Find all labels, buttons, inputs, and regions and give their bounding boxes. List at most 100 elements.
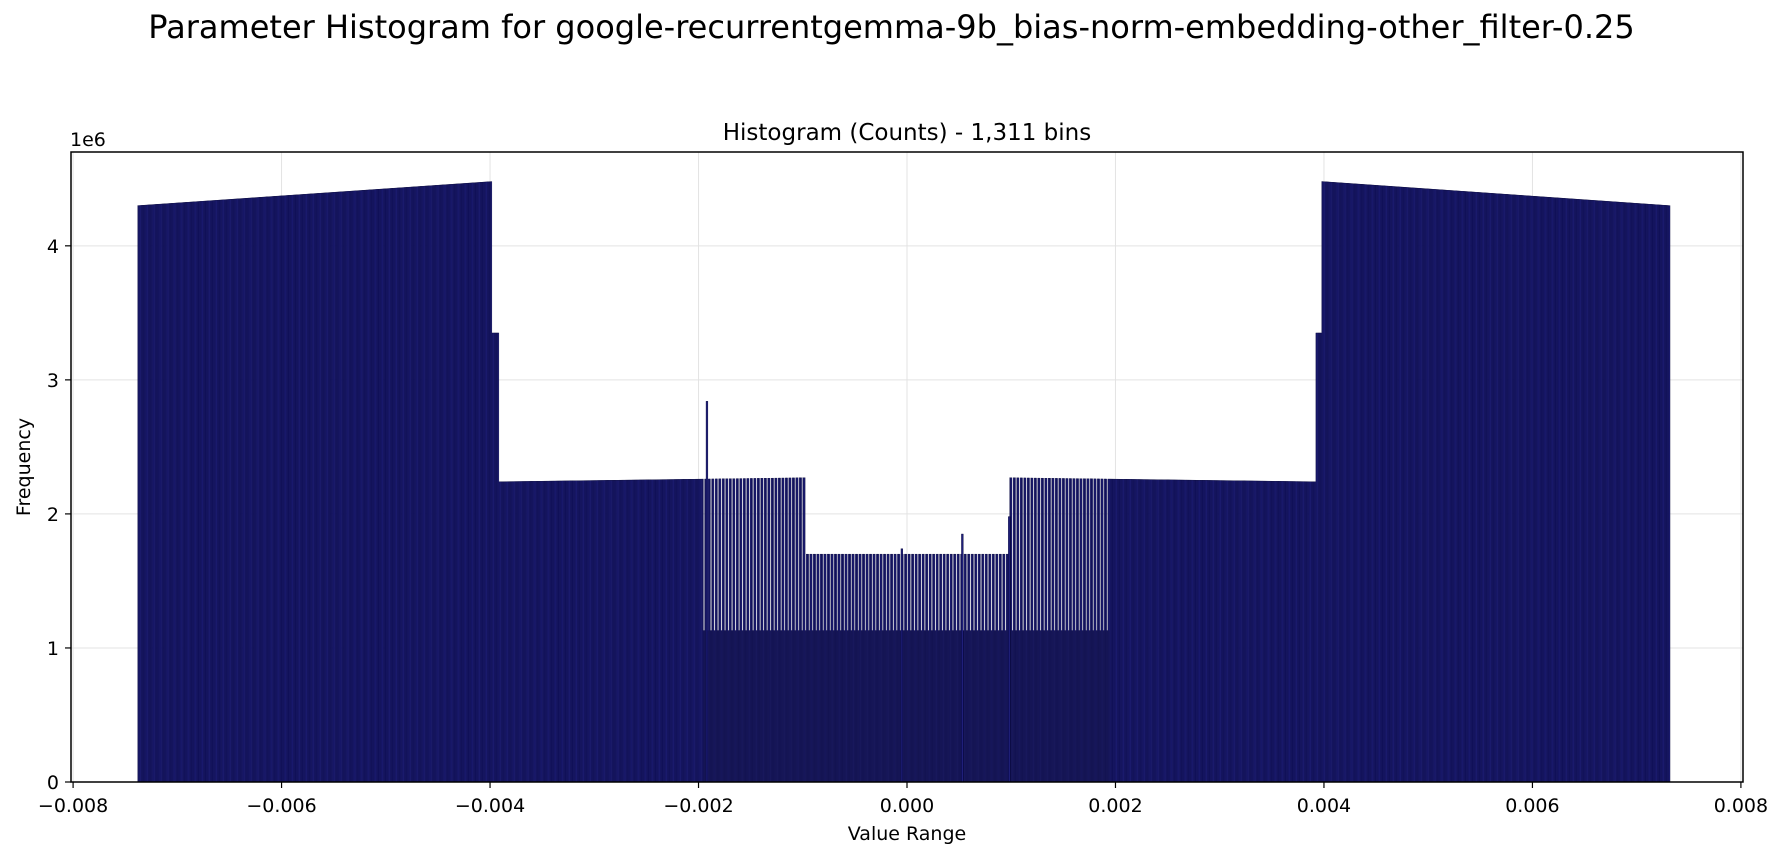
histogram-bar — [221, 199, 224, 783]
histogram-bar — [1171, 479, 1174, 783]
histogram-bar — [1660, 204, 1663, 783]
histogram-bar — [1164, 479, 1167, 783]
histogram-bar — [657, 479, 660, 783]
histogram-bar — [1507, 194, 1509, 783]
histogram-bar — [1369, 184, 1371, 783]
histogram-bar — [1589, 199, 1591, 783]
histogram-bar — [160, 203, 163, 783]
histogram-bar — [699, 478, 702, 783]
histogram-bar — [1440, 189, 1443, 783]
histogram-bar — [519, 481, 522, 783]
histogram-bar — [385, 188, 387, 783]
histogram-bar — [1522, 195, 1525, 783]
histogram-bar — [325, 192, 328, 783]
histogram-bar — [215, 200, 218, 783]
histogram-bar — [165, 203, 168, 783]
histogram-bar — [1654, 204, 1657, 783]
histogram-bar — [252, 197, 254, 783]
histogram-bar — [1318, 332, 1320, 783]
histogram-bar — [568, 480, 571, 783]
histogram-bar — [582, 480, 585, 783]
histogram-bar — [170, 203, 172, 783]
histogram-bar — [1277, 481, 1279, 783]
histogram-bar — [690, 479, 692, 783]
histogram-bar — [1176, 479, 1179, 783]
histogram-bar — [1582, 199, 1584, 783]
y-tick-label: 3 — [47, 370, 59, 392]
histogram-bar — [1473, 191, 1476, 783]
histogram-bar — [1458, 190, 1460, 783]
histogram-bar — [297, 194, 300, 783]
histogram-bar — [1489, 193, 1492, 783]
histogram-bar — [1146, 479, 1148, 783]
histogram-bar — [1208, 480, 1210, 783]
histogram-bar — [1354, 183, 1356, 783]
histogram-bar — [1481, 192, 1484, 783]
histogram-bar — [193, 201, 196, 783]
histogram-bar — [471, 182, 474, 783]
histogram-bar — [1412, 187, 1415, 783]
histogram-bar — [423, 185, 426, 783]
histogram-bar — [322, 192, 324, 783]
histogram-bar — [1549, 197, 1551, 783]
histogram-bar — [1216, 480, 1218, 783]
histogram-bar — [1244, 480, 1246, 783]
histogram-bar — [663, 479, 666, 783]
histogram-bar — [406, 187, 408, 783]
histogram-bar — [1545, 196, 1548, 783]
histogram-bars — [137, 181, 1671, 783]
histogram-bar — [1567, 198, 1569, 783]
histogram-bar — [339, 191, 342, 783]
histogram-bar — [1287, 481, 1290, 783]
histogram-bar — [1432, 189, 1435, 783]
histogram-bar — [1628, 202, 1631, 783]
histogram-bar — [484, 181, 487, 783]
histogram-bar — [447, 184, 449, 783]
histogram-bar — [416, 186, 419, 783]
histogram-bar — [261, 196, 263, 783]
histogram-bar — [1544, 196, 1547, 783]
histogram-bar — [534, 481, 537, 783]
histogram-bar — [1524, 195, 1527, 783]
histogram-bar — [1235, 480, 1237, 783]
histogram-bar — [259, 197, 261, 783]
histogram-bar — [1298, 481, 1300, 783]
histogram-bar — [1221, 480, 1223, 783]
histogram-bar — [620, 479, 622, 783]
histogram-bar — [236, 198, 239, 783]
histogram-bar — [199, 201, 202, 783]
histogram-bar — [205, 200, 207, 783]
histogram-bar — [1136, 479, 1139, 783]
histogram-bar — [1517, 194, 1520, 783]
histogram-bar — [650, 479, 653, 783]
histogram-bar — [1512, 194, 1514, 783]
x-tick-label: 0.000 — [880, 795, 934, 817]
histogram-bar — [240, 198, 242, 783]
histogram-bar — [1641, 203, 1644, 783]
histogram-bar — [158, 203, 161, 783]
histogram-bar — [1555, 197, 1557, 783]
histogram-bar — [448, 184, 450, 783]
histogram-bar — [485, 181, 488, 783]
histogram-bar — [185, 202, 187, 783]
histogram-bar — [1392, 186, 1395, 783]
histogram-bar — [379, 188, 382, 783]
histogram-bar — [1205, 480, 1208, 783]
histogram-bar — [1417, 187, 1419, 783]
histogram-bar — [524, 481, 526, 783]
histogram-bar — [1215, 480, 1217, 783]
histogram-bar — [1214, 480, 1216, 783]
histogram-bar — [643, 479, 646, 783]
histogram-bar — [366, 189, 369, 783]
histogram-bar — [1457, 190, 1459, 783]
histogram-bar — [1228, 480, 1230, 783]
histogram-bar — [483, 181, 486, 783]
histogram-bar — [1217, 480, 1220, 783]
histogram-bar — [1487, 192, 1490, 783]
histogram-bar — [472, 182, 475, 783]
histogram-bar — [207, 200, 210, 783]
histogram-bar — [1183, 479, 1186, 783]
histogram-bar — [607, 480, 609, 783]
histogram-bar — [437, 184, 440, 783]
histogram-bar — [458, 183, 461, 783]
